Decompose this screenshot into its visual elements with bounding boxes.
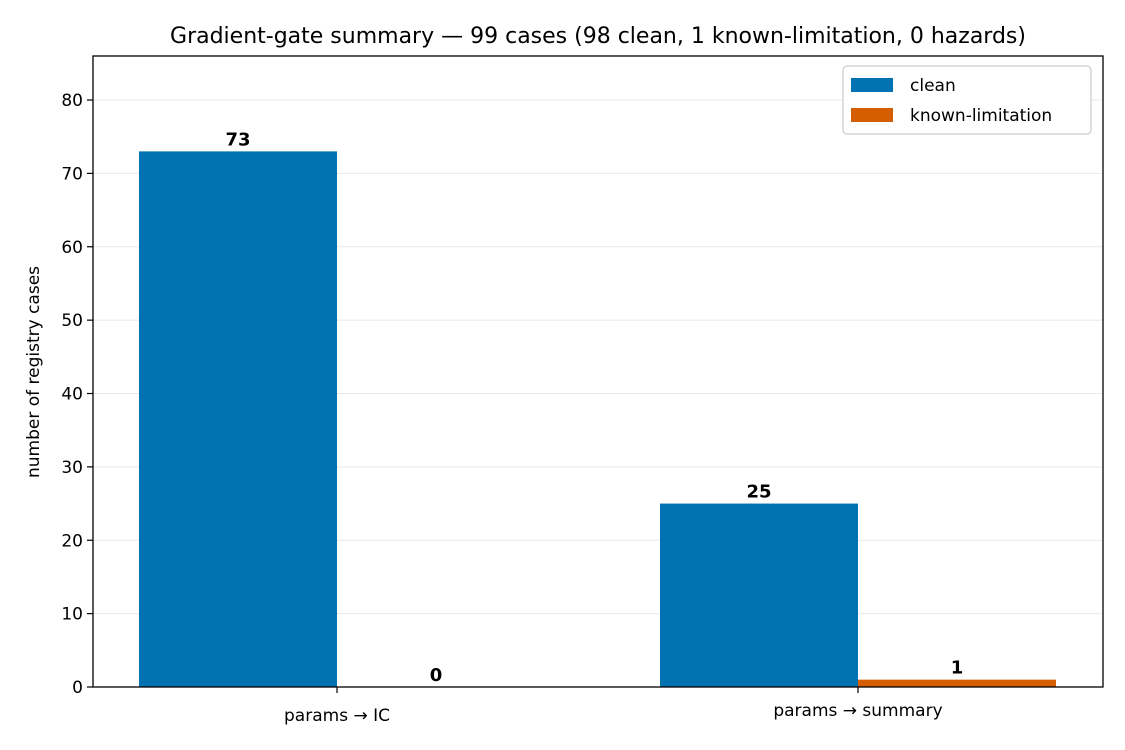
bar-clean bbox=[139, 151, 337, 687]
y-tick-label: 60 bbox=[61, 238, 83, 258]
bar-value-label: 0 bbox=[430, 665, 443, 686]
bar-value-label: 73 bbox=[225, 129, 250, 150]
bar-known-limitation bbox=[858, 679, 1056, 687]
y-tick-label: 0 bbox=[72, 678, 83, 698]
bar-value-label: 1 bbox=[951, 658, 964, 679]
x-tick-label: params → IC bbox=[284, 706, 390, 726]
bars: 73 0 25 1 bbox=[139, 129, 1056, 687]
legend-swatch bbox=[851, 78, 893, 92]
bar-clean bbox=[660, 503, 858, 687]
plot-frame bbox=[92, 55, 1104, 688]
y-tick-label: 40 bbox=[61, 385, 83, 405]
legend-box bbox=[842, 65, 1092, 135]
legend-label: clean bbox=[910, 76, 956, 96]
y-axis: 0 10 20 30 40 50 60 70 80 bbox=[61, 91, 93, 698]
y-tick-label: 20 bbox=[61, 531, 83, 551]
bar-value-label: 25 bbox=[746, 482, 771, 503]
y-tick-label: 30 bbox=[61, 458, 83, 478]
x-axis: params → IC params → summary bbox=[284, 687, 943, 726]
x-tick-label: params → summary bbox=[773, 701, 942, 721]
y-tick-label: 10 bbox=[61, 605, 83, 625]
y-tick-label: 50 bbox=[61, 311, 83, 331]
legend: clean known-limitation bbox=[842, 65, 1092, 135]
y-tick-label: 80 bbox=[61, 91, 83, 111]
chart-title: Gradient-gate summary — 99 cases (98 cle… bbox=[170, 24, 1026, 49]
y-tick-label: 70 bbox=[61, 164, 83, 184]
legend-label: known-limitation bbox=[910, 106, 1052, 126]
legend-swatch bbox=[851, 108, 893, 122]
y-axis-label: number of registry cases bbox=[24, 266, 44, 478]
